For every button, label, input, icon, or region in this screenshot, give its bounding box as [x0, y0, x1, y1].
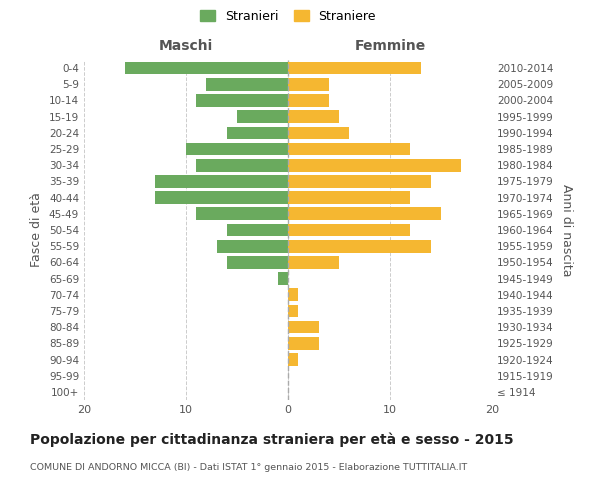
Bar — [217, 240, 288, 252]
Y-axis label: Fasce di età: Fasce di età — [31, 192, 43, 268]
Bar — [288, 62, 421, 74]
Bar — [155, 192, 288, 204]
Y-axis label: Anni di nascita: Anni di nascita — [560, 184, 573, 276]
Bar — [196, 208, 288, 220]
Bar — [288, 224, 410, 236]
Bar — [288, 110, 339, 123]
Bar — [288, 240, 431, 252]
Bar — [288, 78, 329, 90]
Text: Popolazione per cittadinanza straniera per età e sesso - 2015: Popolazione per cittadinanza straniera p… — [30, 432, 514, 447]
Bar — [288, 288, 298, 301]
Bar — [288, 175, 431, 188]
Bar — [288, 321, 319, 334]
Bar — [227, 126, 288, 139]
Bar — [196, 94, 288, 107]
Text: Maschi: Maschi — [159, 39, 213, 53]
Bar — [288, 208, 441, 220]
Bar — [288, 126, 349, 139]
Bar — [196, 159, 288, 172]
Bar — [155, 175, 288, 188]
Bar — [227, 224, 288, 236]
Bar — [288, 142, 410, 156]
Bar — [288, 353, 298, 366]
Bar — [125, 62, 288, 74]
Bar — [288, 304, 298, 318]
Bar — [278, 272, 288, 285]
Bar — [288, 256, 339, 268]
Text: Femmine: Femmine — [355, 39, 425, 53]
Text: COMUNE DI ANDORNO MICCA (BI) - Dati ISTAT 1° gennaio 2015 - Elaborazione TUTTITA: COMUNE DI ANDORNO MICCA (BI) - Dati ISTA… — [30, 462, 467, 471]
Bar — [288, 192, 410, 204]
Bar — [288, 159, 461, 172]
Bar — [206, 78, 288, 90]
Bar — [288, 94, 329, 107]
Bar — [186, 142, 288, 156]
Legend: Stranieri, Straniere: Stranieri, Straniere — [197, 7, 379, 25]
Bar — [288, 337, 319, 349]
Bar — [237, 110, 288, 123]
Bar — [227, 256, 288, 268]
